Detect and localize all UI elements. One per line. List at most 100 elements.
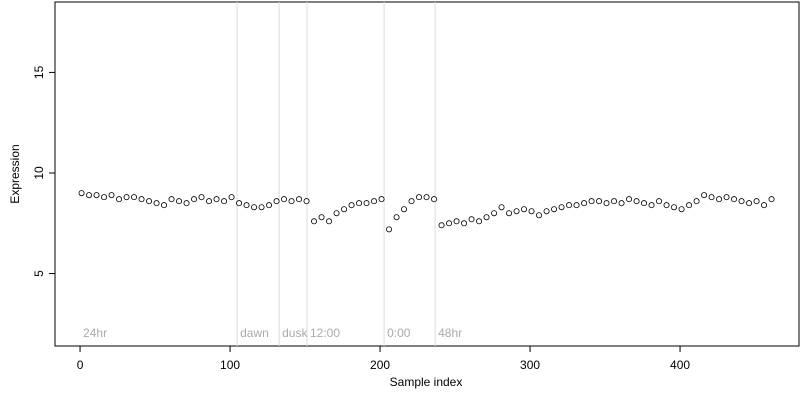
data-point	[476, 218, 483, 225]
data-point	[266, 202, 273, 209]
data-point	[551, 206, 558, 213]
data-point	[288, 198, 295, 205]
data-point	[528, 208, 535, 215]
x-tick-label: 100	[220, 358, 240, 372]
data-point	[303, 198, 310, 205]
y-tick-label: 15	[32, 65, 46, 79]
data-point	[273, 198, 280, 205]
data-point	[686, 202, 693, 209]
data-point	[206, 198, 213, 205]
data-point	[648, 202, 655, 209]
data-point	[356, 200, 363, 207]
event-label: dawn	[240, 326, 269, 340]
data-point	[558, 204, 565, 211]
data-point	[296, 196, 303, 203]
data-point	[236, 200, 243, 207]
data-point	[431, 196, 438, 203]
data-point	[468, 216, 475, 223]
x-tick-label: 200	[370, 358, 390, 372]
data-point	[393, 214, 400, 221]
data-point	[483, 214, 490, 221]
data-point	[506, 210, 513, 217]
data-point	[656, 198, 663, 205]
data-point	[326, 218, 333, 225]
data-point	[123, 194, 130, 201]
data-point	[588, 198, 595, 205]
data-point	[626, 196, 633, 203]
data-point	[176, 198, 183, 205]
data-point	[251, 204, 258, 211]
event-label: 48hr	[438, 326, 462, 340]
data-point	[311, 218, 318, 225]
x-tick-label: 0	[77, 358, 84, 372]
event-label: 24hr	[83, 326, 107, 340]
data-point	[198, 194, 205, 201]
data-point	[228, 194, 235, 201]
data-point	[116, 196, 123, 203]
y-axis-label: Expression	[8, 144, 22, 203]
data-point	[701, 192, 708, 199]
data-point	[641, 200, 648, 207]
data-point	[708, 194, 715, 201]
data-point	[378, 196, 385, 203]
data-point	[633, 198, 640, 205]
data-point	[573, 202, 580, 209]
data-point	[671, 204, 678, 211]
data-point	[596, 198, 603, 205]
data-point	[438, 222, 445, 229]
data-point	[453, 218, 460, 225]
data-point	[521, 206, 528, 213]
y-tick-label: 5	[32, 270, 46, 277]
x-axis-label: Sample index	[390, 375, 463, 389]
data-point	[146, 198, 153, 205]
data-point	[401, 206, 408, 213]
data-point	[213, 196, 220, 203]
data-point	[716, 196, 723, 203]
y-tick-label: 10	[32, 166, 46, 180]
data-point	[131, 194, 138, 201]
data-point	[153, 200, 160, 207]
data-point	[183, 200, 190, 207]
data-point	[371, 198, 378, 205]
data-point	[243, 202, 250, 209]
data-point	[408, 198, 415, 205]
data-point	[543, 208, 550, 215]
data-point	[168, 196, 175, 203]
data-point	[333, 210, 340, 217]
data-point	[746, 200, 753, 207]
data-point	[663, 202, 670, 209]
data-point	[581, 200, 588, 207]
data-point	[416, 194, 423, 201]
data-point	[491, 210, 498, 217]
x-tick-label: 300	[520, 358, 540, 372]
data-point	[738, 198, 745, 205]
data-point	[108, 192, 115, 199]
data-point	[513, 208, 520, 215]
data-point	[753, 198, 760, 205]
data-point	[161, 202, 168, 209]
data-point	[318, 214, 325, 221]
data-point	[101, 194, 108, 201]
plot-frame	[54, 1, 800, 347]
data-point	[693, 198, 700, 205]
data-point	[611, 198, 618, 205]
data-point	[281, 196, 288, 203]
data-point	[363, 200, 370, 207]
x-tick-label: 400	[670, 358, 690, 372]
data-point	[618, 200, 625, 207]
data-point	[461, 220, 468, 227]
data-point	[536, 212, 543, 219]
data-point	[678, 206, 685, 213]
event-label: dusk	[282, 326, 308, 340]
data-point	[446, 220, 453, 227]
data-point	[498, 204, 505, 211]
data-point	[138, 196, 145, 203]
data-point	[731, 196, 738, 203]
data-point	[566, 202, 573, 209]
data-point	[386, 226, 393, 233]
data-point	[423, 194, 430, 201]
event-label: 12:00	[310, 326, 340, 340]
data-point	[761, 202, 768, 209]
data-point	[603, 200, 610, 207]
